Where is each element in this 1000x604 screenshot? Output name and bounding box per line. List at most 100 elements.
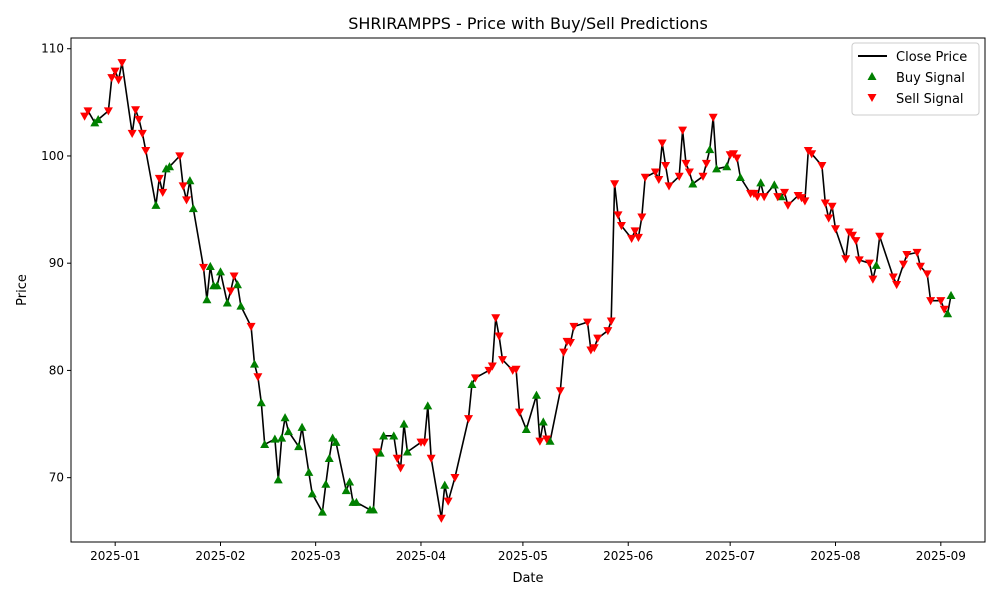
sell-signal-marker bbox=[664, 182, 674, 191]
sell-signal-marker bbox=[253, 373, 263, 382]
buy-signal-marker bbox=[205, 261, 215, 271]
sell-signal-marker bbox=[654, 175, 664, 185]
buy-signal-marker bbox=[212, 281, 222, 290]
sell-signal-marker bbox=[426, 454, 436, 463]
buy-signal-marker bbox=[375, 448, 385, 457]
sell-signal-marker bbox=[684, 168, 694, 177]
buy-signal-marker bbox=[467, 379, 477, 388]
buy-signal-marker bbox=[341, 486, 351, 495]
buy-signal-marker bbox=[260, 439, 270, 449]
sell-signal-marker bbox=[450, 474, 460, 483]
x-tick-label: 2025-08 bbox=[810, 549, 860, 563]
sell-signal-marker bbox=[698, 172, 708, 181]
buy-signal-marker bbox=[222, 298, 232, 307]
sell-signal-marker bbox=[229, 272, 239, 281]
sell-signal-marker bbox=[681, 159, 691, 168]
sell-signal-marker bbox=[110, 67, 120, 76]
buy-signal-marker bbox=[236, 301, 246, 310]
buy-signal-marker bbox=[402, 447, 412, 456]
sell-signal-marker bbox=[729, 150, 739, 159]
sell-signal-marker bbox=[732, 154, 742, 163]
x-tick-label: 2025-09 bbox=[916, 549, 966, 563]
sell-signal-marker bbox=[491, 314, 501, 323]
sell-signal-marker bbox=[841, 255, 851, 264]
legend-close-label: Close Price bbox=[896, 50, 967, 65]
sell-signal-marker bbox=[657, 139, 667, 148]
sell-signal-marker bbox=[178, 182, 188, 191]
buy-signal-marker bbox=[317, 507, 327, 516]
buy-signal-marker bbox=[946, 290, 956, 299]
sell-signal-marker bbox=[436, 514, 446, 523]
sell-signal-marker bbox=[494, 332, 504, 341]
sell-signal-marker bbox=[117, 59, 127, 68]
plot-area bbox=[80, 59, 956, 523]
sell-signal-marker bbox=[582, 318, 592, 327]
buy-signal-marker bbox=[304, 467, 314, 476]
buy-signal-marker bbox=[280, 413, 290, 422]
sell-signal-marker bbox=[83, 107, 93, 116]
sell-signal-marker bbox=[915, 262, 925, 271]
sell-signal-marker bbox=[175, 152, 185, 161]
buy-signal-marker bbox=[871, 260, 881, 269]
sell-signal-marker bbox=[892, 281, 902, 290]
buy-signal-marker bbox=[328, 433, 338, 442]
sell-signal-marker bbox=[199, 263, 209, 272]
buy-signal-marker bbox=[351, 497, 361, 506]
buy-signal-marker bbox=[93, 114, 103, 124]
sell-signal-marker bbox=[372, 448, 382, 457]
buy-signal-marker bbox=[165, 162, 175, 171]
buy-signal-marker bbox=[216, 267, 226, 276]
sell-signal-marker bbox=[851, 237, 861, 246]
sell-signal-marker bbox=[511, 365, 521, 374]
legend-buy-label: Buy Signal bbox=[896, 71, 965, 86]
sell-signal-marker bbox=[759, 193, 769, 202]
sell-signal-marker bbox=[559, 348, 569, 357]
sell-signal-marker bbox=[633, 233, 643, 242]
sell-signal-marker bbox=[630, 227, 640, 236]
sell-signal-marker bbox=[847, 231, 857, 240]
buy-signal-marker bbox=[232, 280, 242, 289]
buy-signal-marker bbox=[943, 309, 953, 318]
buy-signal-marker bbox=[389, 431, 399, 440]
buy-signal-marker bbox=[297, 422, 307, 431]
sell-signal-marker bbox=[678, 126, 688, 135]
sell-signal-marker bbox=[535, 437, 545, 446]
buy-signal-marker bbox=[722, 162, 732, 171]
plot-frame bbox=[70, 37, 986, 543]
sell-signal-marker bbox=[616, 222, 626, 231]
sell-signal-marker bbox=[854, 256, 864, 265]
sell-signal-marker bbox=[470, 374, 480, 383]
buy-signal-marker bbox=[531, 390, 541, 399]
sell-signal-marker bbox=[824, 214, 834, 223]
buy-signal-marker bbox=[345, 477, 355, 486]
x-axis: 2025-01 2025-02 2025-03 2025-04 2025-05 2025-… bbox=[90, 542, 966, 563]
sell-signal-marker bbox=[80, 112, 90, 121]
buy-signal-marker bbox=[545, 436, 555, 445]
sell-signal-marker bbox=[800, 197, 810, 206]
sell-signal-marker bbox=[926, 297, 936, 306]
sell-signal-marker bbox=[613, 211, 623, 220]
sell-signal-marker bbox=[484, 366, 494, 375]
y-tick-label: 90 bbox=[49, 256, 64, 270]
buy-signal-marker bbox=[283, 427, 293, 436]
legend-sell-label: Sell Signal bbox=[896, 92, 964, 107]
sell-signal-marker bbox=[773, 193, 783, 202]
sell-signal-marker bbox=[610, 180, 620, 189]
y-axis: 70 80 90 100 110 bbox=[41, 42, 71, 485]
legend: Close Price Buy Signal Sell Signal bbox=[851, 42, 980, 116]
sell-signal-marker bbox=[137, 129, 147, 138]
sell-signal-marker bbox=[542, 435, 552, 444]
buy-signal-marker bbox=[368, 505, 378, 514]
sell-signal-marker bbox=[114, 76, 124, 85]
buy-signal-marker bbox=[273, 475, 283, 484]
buy-signal-marker bbox=[307, 489, 317, 498]
legend-sell-marker bbox=[867, 94, 877, 102]
sell-signal-marker bbox=[708, 113, 718, 122]
x-tick-label: 2025-02 bbox=[195, 549, 245, 563]
buy-signal-marker bbox=[151, 200, 161, 209]
sell-signal-marker bbox=[392, 454, 402, 463]
buy-signal-marker bbox=[735, 172, 745, 182]
buy-signal-marker bbox=[379, 431, 389, 440]
sell-signal-marker bbox=[419, 438, 429, 447]
